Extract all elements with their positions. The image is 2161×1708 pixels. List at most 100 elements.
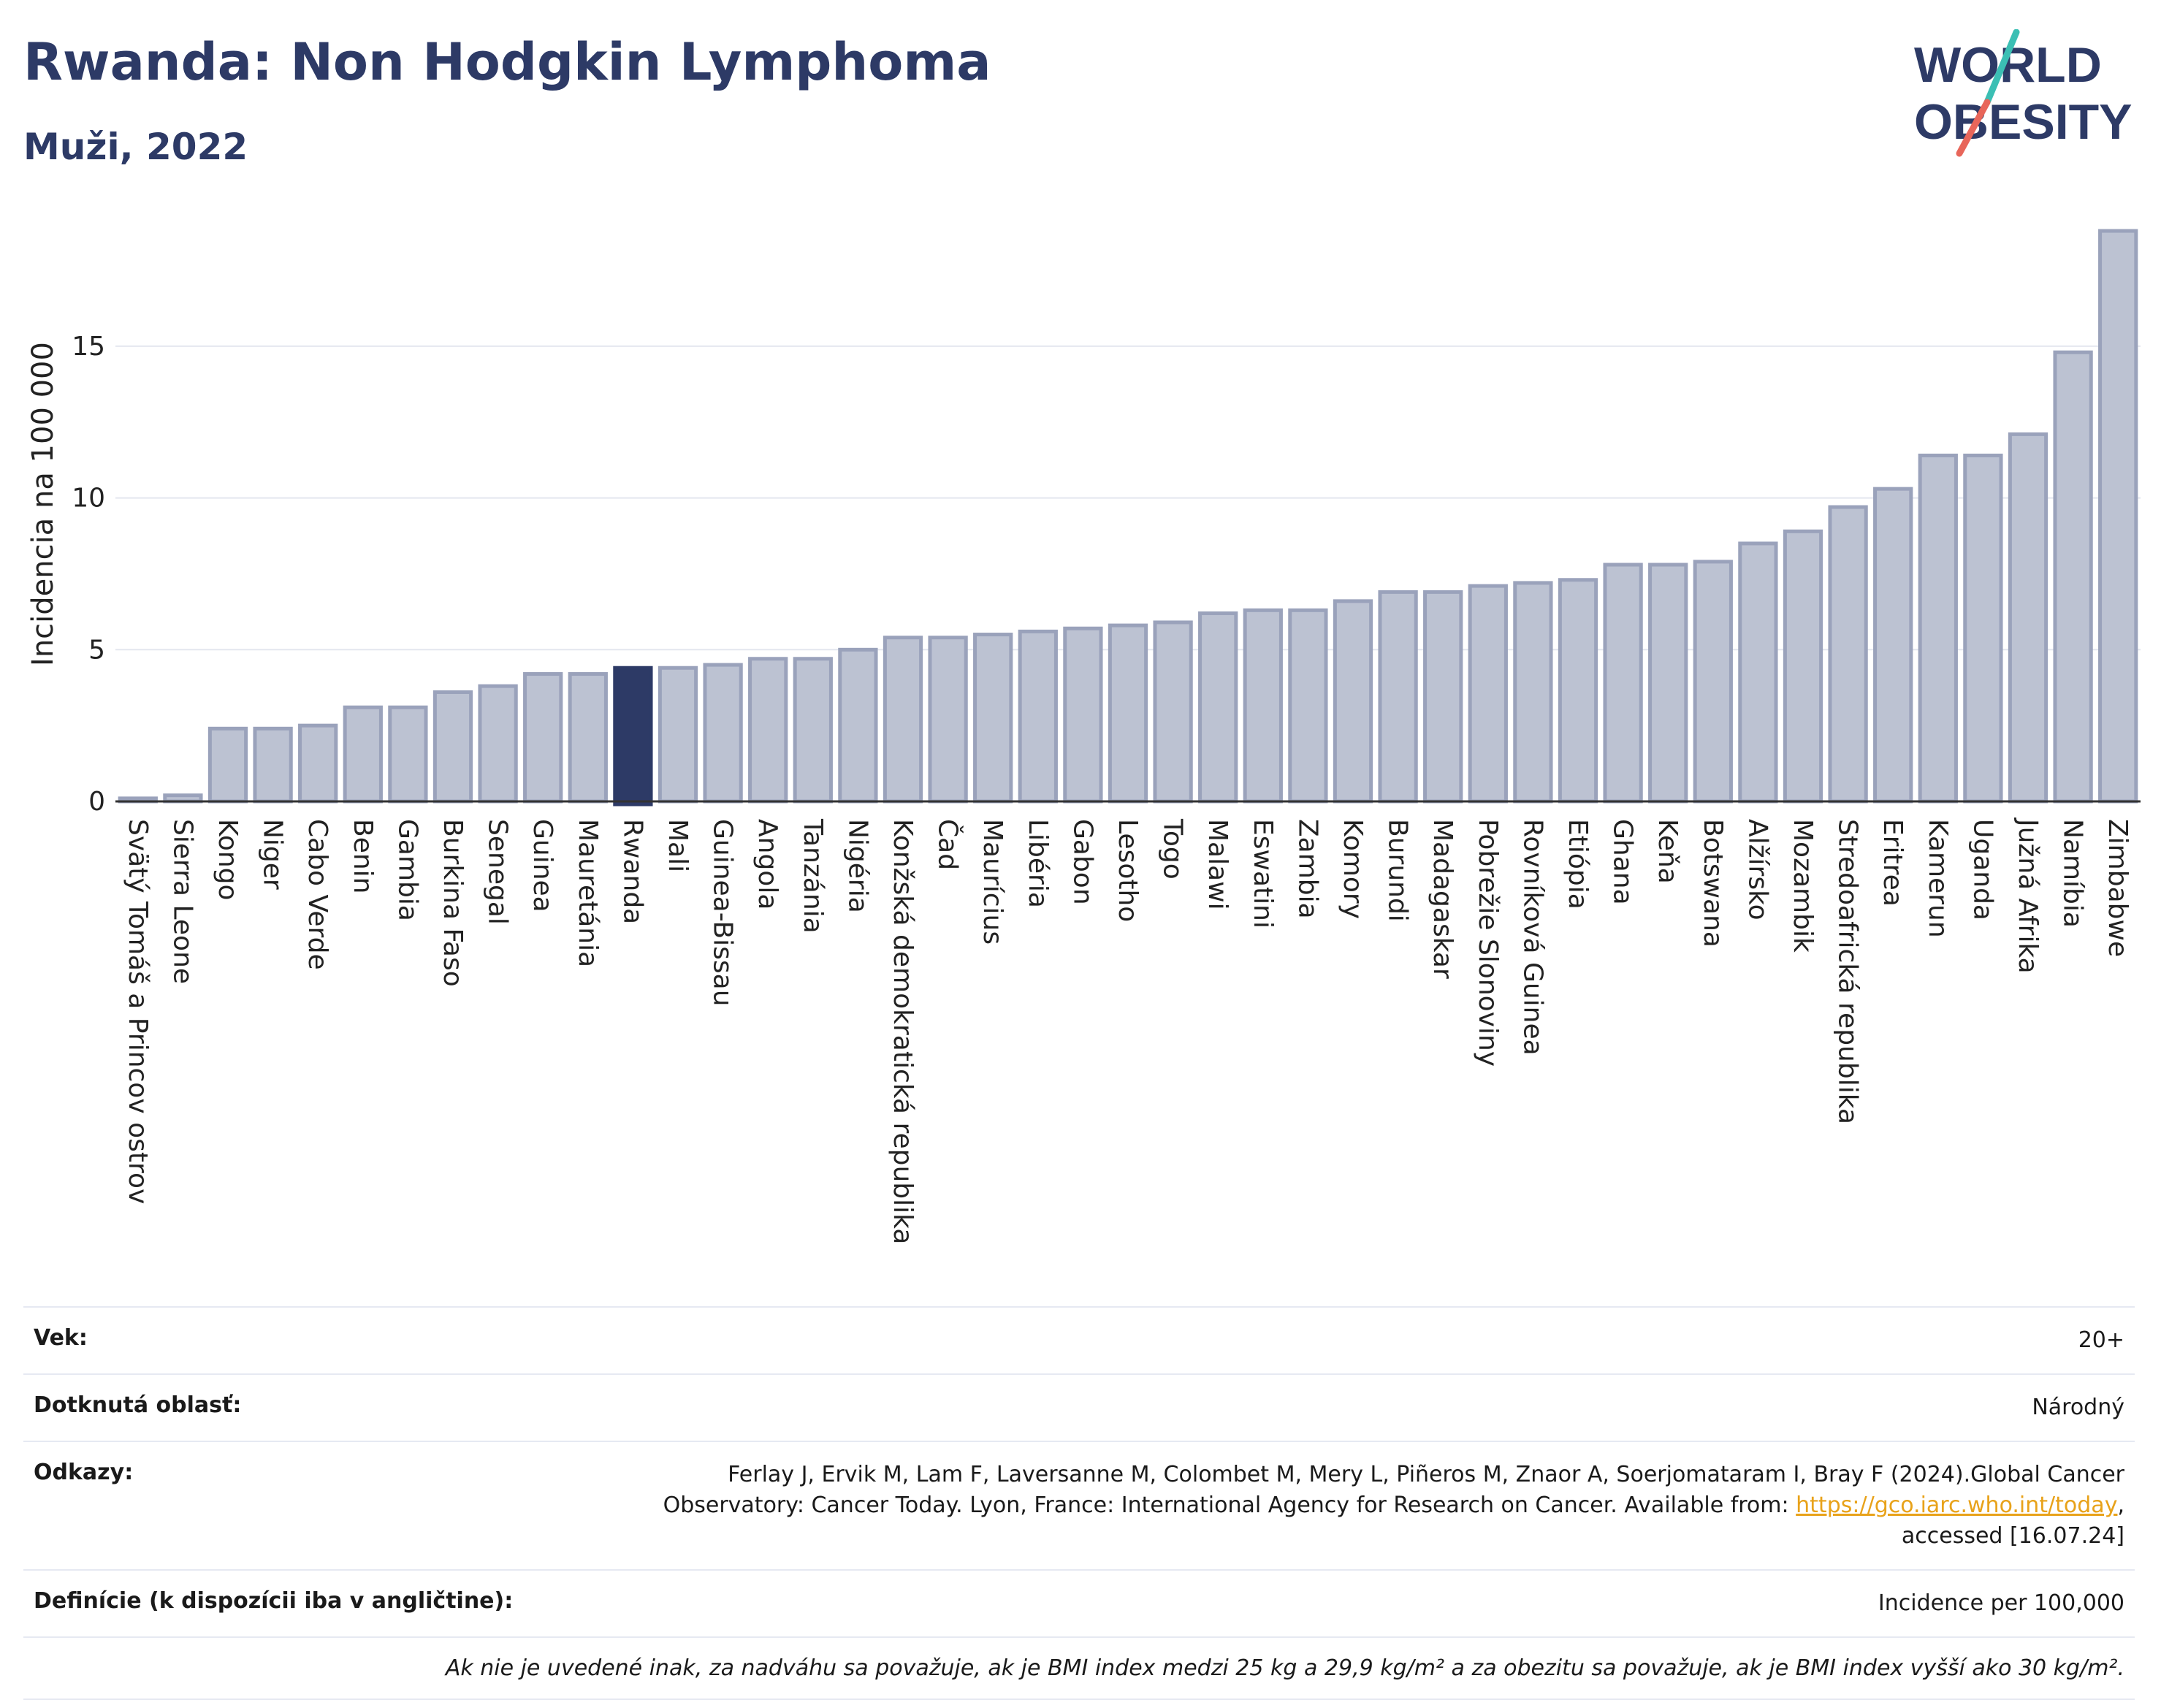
x-tick-label: Namíbia xyxy=(2058,819,2088,928)
bar xyxy=(1963,453,2003,804)
x-tick-label: Alžírsko xyxy=(1742,819,1772,920)
x-tick-label: Mali xyxy=(663,819,693,872)
bar xyxy=(838,647,878,804)
x-tick-label: Stredoafrická republika xyxy=(1833,819,1863,1124)
bar xyxy=(1243,608,1283,804)
x-tick-label: Kongo xyxy=(213,819,243,901)
x-tick-label: Botswana xyxy=(1698,819,1728,948)
refs-value: Ferlay J, Ervik M, Lam F, Laversanne M, … xyxy=(663,1460,2124,1552)
bar xyxy=(253,726,293,804)
refs-link[interactable]: https://gco.iarc.who.int/today xyxy=(1796,1492,2118,1518)
bar xyxy=(1198,611,1238,804)
x-tick-label: Cabo Verde xyxy=(302,819,332,970)
x-tick-label: Uganda xyxy=(1967,819,1997,920)
bar xyxy=(1468,584,1508,804)
bar xyxy=(568,672,608,804)
chart-title: Rwanda: Non Hodgkin Lymphoma xyxy=(23,32,991,92)
bar xyxy=(703,663,743,804)
x-tick-label: Guinea xyxy=(527,819,557,912)
bar xyxy=(1063,626,1103,804)
x-tick-label: Mozambik xyxy=(1788,819,1818,953)
x-tick-label: Kamerun xyxy=(1923,819,1953,938)
bar xyxy=(1918,453,1958,804)
bar xyxy=(1513,581,1553,804)
x-tick-label: Benin xyxy=(348,819,378,893)
info-row-age: Vek: 20+ xyxy=(23,1306,2135,1373)
bar xyxy=(207,726,248,804)
bmi-note: Ak nie je uvedené inak, za nadváhu sa po… xyxy=(445,1655,2124,1681)
bar xyxy=(1648,563,1688,804)
x-tick-label: Burundi xyxy=(1383,819,1413,922)
bar xyxy=(343,705,383,804)
bar xyxy=(2098,229,2138,804)
x-tick-label: Rovníková Guinea xyxy=(1517,819,1547,1056)
bar xyxy=(1288,608,1328,804)
info-row-note: Ak nie je uvedené inak, za nadváhu sa po… xyxy=(23,1636,2135,1700)
bar xyxy=(748,657,788,804)
bar xyxy=(973,633,1013,804)
bar xyxy=(1873,487,1913,804)
x-tick-label: Ghana xyxy=(1608,819,1638,905)
y-tick-label: 10 xyxy=(72,484,105,514)
bar xyxy=(793,657,833,804)
logo-line2: OBESITY xyxy=(1914,94,2133,150)
x-tick-label: Južná Afrika xyxy=(2013,817,2043,974)
world-obesity-logo: WORLD OBESITY xyxy=(1914,29,2133,157)
x-tick-label: Keňa xyxy=(1653,819,1682,884)
bar xyxy=(388,705,428,804)
x-tick-label: Maurícius xyxy=(977,819,1007,945)
refs-label: Odkazy: xyxy=(34,1460,134,1485)
refs-line2: Observatory: Cancer Today. Lyon, France:… xyxy=(663,1492,1796,1518)
x-tick-label: Svätý Tomáš a Princov ostrov xyxy=(123,819,153,1204)
age-label: Vek: xyxy=(34,1325,88,1351)
age-value: 20+ xyxy=(2078,1327,2124,1353)
x-tick-label: Eswatini xyxy=(1248,819,1278,929)
x-tick-label: Niger xyxy=(258,819,288,890)
bar xyxy=(1783,529,1823,804)
bar xyxy=(1108,623,1148,804)
bar xyxy=(1558,578,1598,804)
x-tick-label: Lesotho xyxy=(1113,819,1143,922)
chart-subtitle: Muži, 2022 xyxy=(23,126,248,168)
refs-line3: accessed [16.07.24] xyxy=(1901,1523,2124,1549)
x-tick-label: Sierra Leone xyxy=(167,819,197,984)
bar xyxy=(1738,541,1778,804)
bar xyxy=(1423,590,1463,804)
bar xyxy=(658,666,698,804)
x-tick-label: Tanzánia xyxy=(798,818,828,934)
bar xyxy=(2008,432,2048,804)
bar-chart: 0 5 10 15 Svätý Tomáš a Princov ostrov Sierr… xyxy=(26,229,2141,1244)
x-tick-label: Burkina Faso xyxy=(438,819,468,987)
x-tick-label: Angola xyxy=(752,819,782,910)
x-tick-label: Zambia xyxy=(1292,819,1322,919)
y-tick-labels: 0 5 10 15 xyxy=(72,332,105,817)
info-table: Vek: 20+ Dotknutá oblasť: Národný Odkazy… xyxy=(23,1306,2135,1700)
logo-slash-bottom xyxy=(1956,99,1991,157)
x-tick-label: Gabon xyxy=(1067,819,1097,905)
x-tick-label: Zimbabwe xyxy=(2103,819,2133,957)
x-tick-label: Malawi xyxy=(1203,819,1232,910)
info-row-area: Dotknutá oblasť: Národný xyxy=(23,1373,2135,1441)
x-tick-label: Konžská demokratická republika xyxy=(888,819,918,1244)
refs-line1: Ferlay J, Ervik M, Lam F, Laversanne M, … xyxy=(728,1462,2124,1487)
bar xyxy=(298,723,338,804)
bar xyxy=(523,672,563,804)
x-tick-label: Madagaskar xyxy=(1428,819,1457,979)
x-tick-labels: Svätý Tomáš a Princov ostrov Sierra Leone… xyxy=(123,817,2133,1244)
bar xyxy=(1828,505,1868,804)
x-tick-label: Gambia xyxy=(392,819,422,921)
x-tick-label: Libéria xyxy=(1023,819,1053,908)
info-row-definitions: Definície (k dispozícii iba v angličtine… xyxy=(23,1569,2135,1636)
x-tick-label: Senegal xyxy=(483,819,513,925)
y-tick-label: 0 xyxy=(88,787,105,817)
bar-highlight xyxy=(613,666,653,807)
bars xyxy=(118,229,2138,807)
info-row-refs: Odkazy: Ferlay J, Ervik M, Lam F, Lavers… xyxy=(23,1441,2135,1569)
bar xyxy=(1333,599,1373,804)
logo-slash-top xyxy=(1983,29,2020,106)
bar xyxy=(2053,350,2093,804)
bar xyxy=(1603,563,1643,804)
refs-line2-post: , xyxy=(2117,1492,2124,1518)
y-tick-label: 15 xyxy=(72,332,105,362)
x-tick-label: Togo xyxy=(1158,818,1188,880)
